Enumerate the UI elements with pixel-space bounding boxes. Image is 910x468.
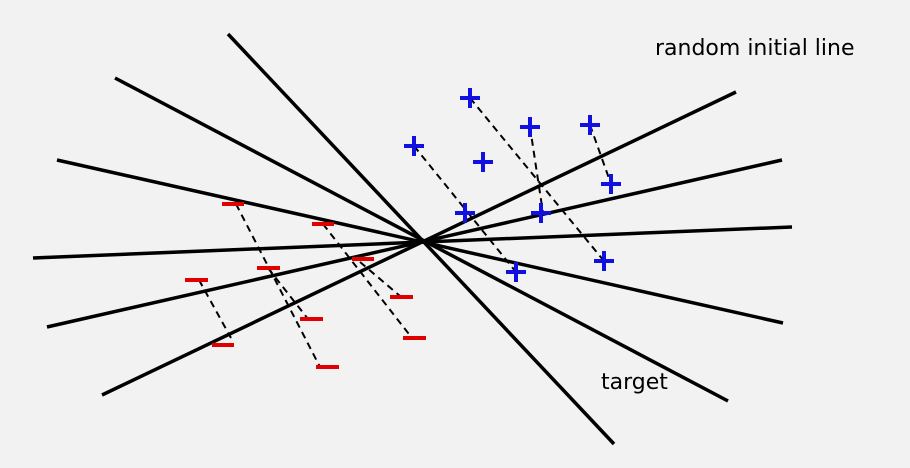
plus-marker [473,152,493,172]
random-initial-line-label: random initial line [655,36,855,61]
target-label: target [601,370,668,395]
projection-dash [235,203,321,368]
projection-dash [529,126,544,214]
plus-marker [404,136,424,156]
minus-markers [185,202,426,369]
plus-marker [455,203,475,223]
projection-dash [267,267,309,320]
plus-marker [520,117,540,137]
line-candidate-3 [32,225,793,260]
line-candidate-4 [56,158,784,325]
plus-marker [594,251,614,271]
plus-marker [460,88,480,108]
projection-dash [322,223,413,339]
plus-marker [601,174,621,194]
projection-dashes [198,97,612,368]
line-target [226,32,616,446]
candidate-lines [32,32,793,446]
plus-marker [580,115,600,135]
projection-dash [589,124,612,185]
projection-dash [359,261,401,297]
projection-dash [413,145,517,273]
plus-marker [531,203,551,223]
plus-marker [506,262,526,282]
plus-markers [404,88,621,282]
